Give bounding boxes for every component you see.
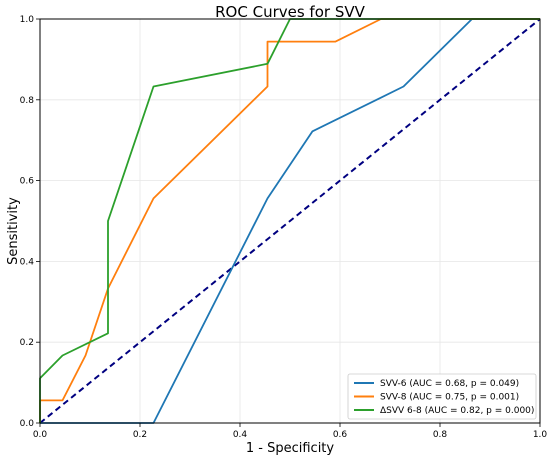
- x-tick-label: 1.0: [533, 430, 548, 440]
- x-axis-title: 1 - Specificity: [246, 441, 335, 456]
- legend-label: SVV-8 (AUC = 0.75, p = 0.001): [380, 393, 519, 403]
- x-tick-label: 0.6: [333, 430, 348, 440]
- y-tick-label: 1.0: [20, 15, 35, 25]
- y-axis-title: Sensitivity: [6, 197, 21, 265]
- ticks: 0.0 0.2 0.4 0.6 0.8 1.0 0.0 0.2 0.4 0.6 0.8 1.0: [20, 15, 548, 440]
- y-tick-label: 0.2: [20, 338, 34, 348]
- x-tick-label: 0.0: [33, 430, 48, 440]
- y-tick-label: 0.4: [20, 257, 35, 267]
- legend-box: [347, 373, 537, 420]
- x-tick-label: 0.2: [133, 430, 147, 440]
- y-tick-label: 0.0: [20, 419, 35, 429]
- reference-line-layer: [39, 18, 541, 424]
- legend-label: SVV-6 (AUC = 0.68, p = 0.049): [380, 379, 519, 389]
- plot-frame: [39, 18, 541, 424]
- reference-diagonal-line: [39, 18, 541, 424]
- series-line-2: [39, 18, 540, 423]
- x-tick-label: 0.4: [233, 430, 248, 440]
- legend: SVV-6 (AUC = 0.68, p = 0.049) SVV-8 (AUC …: [347, 373, 537, 420]
- y-tick-label: 0.6: [20, 177, 35, 187]
- x-tick-label: 0.8: [433, 430, 448, 440]
- y-tick-label: 0.8: [20, 96, 35, 106]
- chart-title: ROC Curves for SVV: [215, 3, 365, 21]
- series-line-3: [39, 18, 540, 423]
- legend-label: ΔSVV 6-8 (AUC = 0.82, p = 0.000): [380, 406, 534, 416]
